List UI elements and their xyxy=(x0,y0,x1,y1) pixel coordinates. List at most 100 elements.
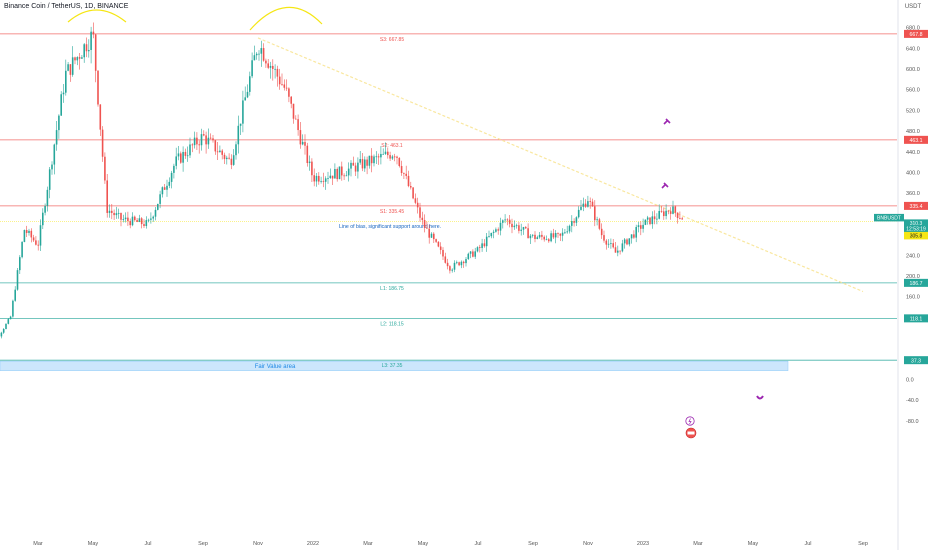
candle-body xyxy=(251,60,253,77)
candle-body xyxy=(370,155,373,164)
candle-body xyxy=(387,151,389,156)
candle-body xyxy=(157,203,159,210)
candle-body xyxy=(175,156,177,166)
candle-body xyxy=(122,219,125,220)
candle-body xyxy=(518,225,520,231)
candle-body xyxy=(577,209,580,218)
candle-body xyxy=(19,257,21,271)
flag-icon-glyph xyxy=(687,431,695,435)
y-tick-label: 560.0 xyxy=(906,88,920,94)
candle-body xyxy=(589,201,591,202)
trendline xyxy=(257,37,864,293)
x-tick-label: May xyxy=(748,541,759,547)
candle-body xyxy=(357,162,359,172)
x-tick-label: Sep xyxy=(198,541,208,547)
candle-body xyxy=(117,212,120,214)
candle-body xyxy=(212,138,214,141)
candle-body xyxy=(405,173,407,176)
level-price-tag-label: 667.8 xyxy=(910,32,923,38)
candle-body xyxy=(9,316,12,320)
bias-annotation: Line of bias, significant support around… xyxy=(339,224,441,230)
candle-body xyxy=(538,234,541,238)
candle-body xyxy=(94,34,97,71)
candle-body xyxy=(368,155,371,166)
level-label: S1: 335.45 xyxy=(380,209,404,215)
candle-body xyxy=(359,159,361,163)
y-tick-label: 600.0 xyxy=(906,67,920,73)
candle-body xyxy=(594,206,596,221)
candle-body xyxy=(529,235,532,239)
candle-body xyxy=(439,246,442,250)
candle-body xyxy=(396,156,398,158)
candle-body xyxy=(451,269,453,271)
candle-body xyxy=(290,96,292,104)
y-tick-label: 680.0 xyxy=(906,26,920,32)
candle-body xyxy=(334,168,336,179)
candle-body xyxy=(462,261,465,264)
level-price-tag xyxy=(904,356,928,365)
candle-body xyxy=(159,194,161,204)
candle-body xyxy=(453,262,456,270)
candle-body xyxy=(423,220,426,228)
candle-body xyxy=(460,261,463,266)
candle-body xyxy=(232,155,235,165)
candle-body xyxy=(166,185,168,190)
candle-body xyxy=(520,229,522,231)
candle-body xyxy=(626,239,628,245)
candle-body xyxy=(39,225,42,246)
candle-body xyxy=(207,137,210,145)
level-label: L2: 118.15 xyxy=(380,321,403,327)
candle-body xyxy=(124,217,127,220)
candle-body xyxy=(336,168,338,180)
candle-body xyxy=(676,212,679,218)
candle-body xyxy=(667,210,670,212)
candle-body xyxy=(191,144,194,146)
candle-body xyxy=(113,212,115,216)
candle-body xyxy=(419,207,421,218)
candle-body xyxy=(449,266,451,271)
candle-body xyxy=(62,92,65,95)
candle-body xyxy=(55,130,58,145)
y-tick-label: -80.0 xyxy=(906,419,919,425)
candle-body xyxy=(214,140,217,152)
candle-body xyxy=(265,60,267,64)
candle-body xyxy=(649,217,651,225)
candle-body xyxy=(557,233,559,234)
candle-body xyxy=(474,251,476,257)
candle-body xyxy=(617,250,619,253)
candle-body xyxy=(228,157,230,159)
candle-body xyxy=(281,84,283,86)
price-tag xyxy=(904,231,928,240)
candle-body xyxy=(76,57,79,61)
candle-body xyxy=(347,168,350,176)
candle-body xyxy=(548,239,550,242)
candle-body xyxy=(513,225,516,228)
candle-body xyxy=(674,206,677,213)
candle-body xyxy=(433,233,435,240)
candle-body xyxy=(437,241,440,247)
chart-title: Binance Coin / TetherUS, 1D, BINANCE xyxy=(4,3,129,10)
candle-body xyxy=(136,220,138,222)
candle-body xyxy=(324,178,327,182)
candle-body xyxy=(398,157,401,167)
candle-body xyxy=(366,159,368,166)
candle-body xyxy=(189,144,191,156)
candle-body xyxy=(203,134,205,136)
candle-body xyxy=(458,262,460,266)
candle-body xyxy=(306,145,309,164)
candle-body xyxy=(633,234,635,238)
candle-body xyxy=(51,164,53,170)
candle-body xyxy=(295,118,297,120)
candle-body xyxy=(679,217,681,219)
candle-body xyxy=(472,251,474,257)
x-tick-label: Mar xyxy=(33,541,43,547)
candle-body xyxy=(428,228,430,238)
candle-body xyxy=(322,181,325,182)
x-tick-label: Sep xyxy=(858,541,868,547)
candle-body xyxy=(260,48,263,54)
candle-body xyxy=(230,158,233,165)
x-tick-label: May xyxy=(418,541,429,547)
candle-body xyxy=(46,189,49,206)
candle-body xyxy=(37,244,39,246)
